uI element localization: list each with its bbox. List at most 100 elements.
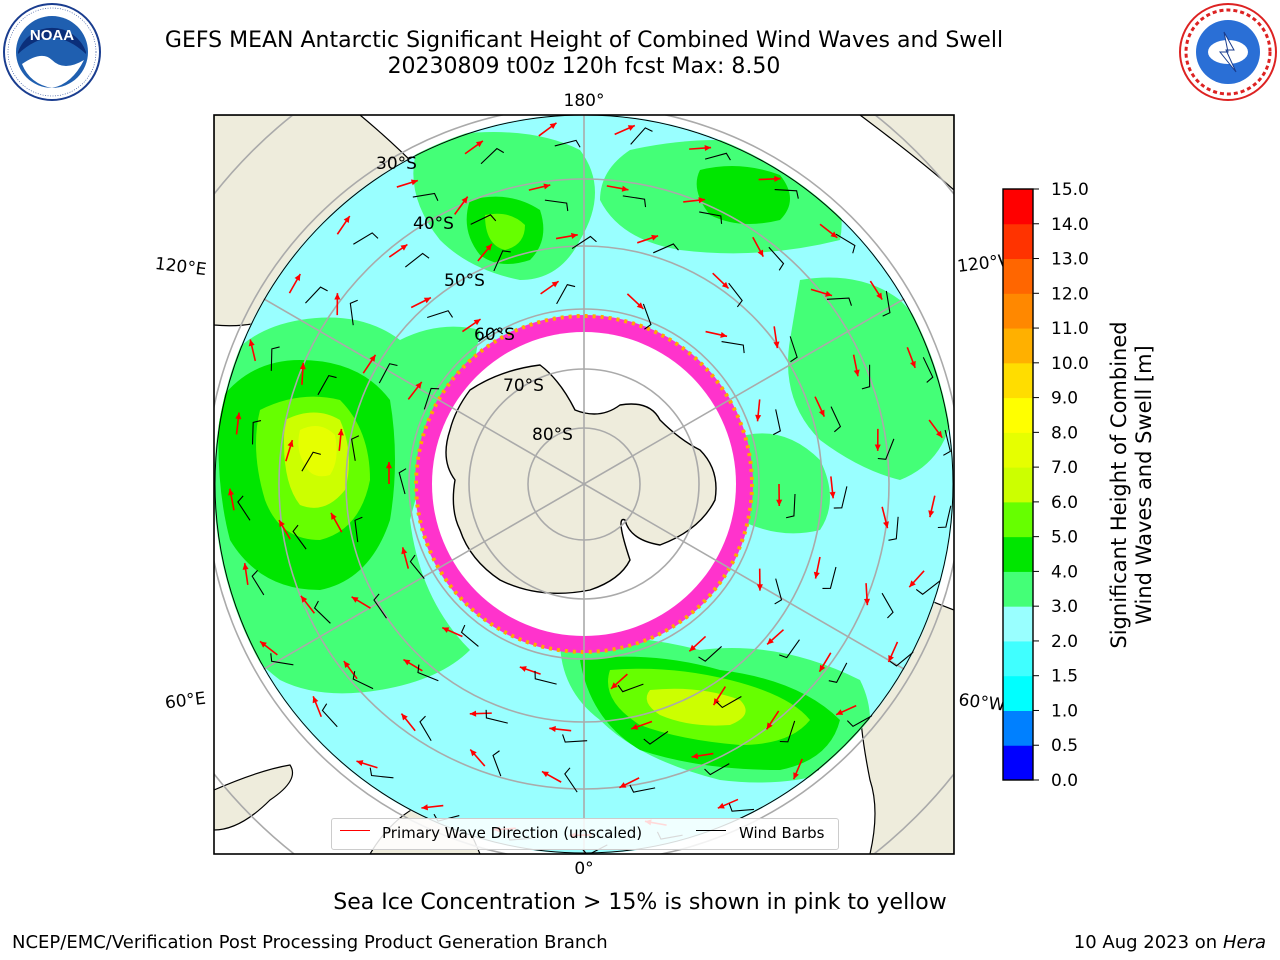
wave-arrowhead [776,499,783,506]
colorbar-bin [1003,675,1033,711]
wind-barb [728,282,743,308]
chart-title: GEFS MEAN Antarctic Significant Height o… [164,28,1004,53]
wave-arrowhead [766,722,773,730]
wave-arrowhead [421,804,429,811]
chart-subtitle: 20230809 t00z 120h fcst Max: 8.50 [387,54,781,79]
wind-barb [237,495,251,521]
wave-arrowhead [936,430,943,438]
wave-arrowhead [385,462,393,469]
wind-barb [877,438,895,460]
wind-barb [564,767,578,793]
wave-arrowhead [470,749,477,757]
colorbar-bin [1003,223,1033,260]
wind-barb [352,671,374,690]
colorbar-bin [1003,745,1033,781]
wave-arrowhead [874,444,881,451]
lat-label-80s: 80°S [532,425,573,445]
antarctica-land [445,364,717,594]
wind-barb [881,592,894,619]
wind-barb [480,147,505,165]
colorbar-bin [1003,467,1033,503]
wind-barb [470,214,497,225]
colorbar-bin [1003,501,1033,538]
wave-arrowhead [442,627,450,633]
wave-arrowhead [343,216,350,223]
wave-arrowhead [704,144,712,152]
wave-arrowhead [829,491,836,499]
wave-arrowhead [337,428,344,436]
wave-arrowhead [793,772,799,780]
colorbar-tick-label: 1.0 [1051,701,1078,721]
footer-date: 10 Aug 2023 on Hera [1074,932,1266,953]
wave-arrowhead [551,281,559,288]
map-panel [214,115,954,854]
wind-barb [321,703,338,728]
wind-barb [554,139,581,148]
wind-barb [544,199,569,212]
wave-arrowhead [610,682,618,689]
noaa-logo-text: NOAA [30,27,74,44]
wind-barb [409,554,425,579]
wave-arrowhead [853,369,860,377]
wind-barb [772,409,781,436]
wave-arrowhead [312,696,319,704]
wave-arrowhead [541,771,549,778]
wave-arrowhead [549,122,557,130]
wind-barb [571,235,597,250]
wind-barb [423,387,440,410]
colorbar-bin [1003,606,1033,642]
wave-arrowhead [627,125,635,131]
wave-direction-arrows [228,122,952,854]
wind-barb [301,451,321,472]
wind-barb [492,750,502,777]
wave-arrowhead [621,185,629,192]
wave-legend-swatch [340,830,370,831]
wave-arrowhead [928,510,935,518]
wave-arrowhead [813,571,820,579]
wave-arrowhead [400,244,408,251]
wave-arrowhead [819,664,826,672]
wave-arrowhead [473,319,481,326]
colorbar-tick-label: 1.5 [1051,667,1078,687]
wind-barb [534,670,557,685]
wave-arrowhead [818,409,825,417]
colorbar-tick-label: 3.0 [1051,597,1078,617]
lat-label-40s: 40°S [413,214,454,234]
wind-legend-label: Wind Barbs [739,824,825,842]
wave-arrowhead [259,641,267,648]
wind-barb [478,328,503,342]
wave-arrowhead [755,414,762,422]
wind-barb [493,250,511,272]
wind-barb [888,516,899,541]
wind-barb [419,715,432,742]
wave-arrowhead [549,725,556,732]
sea-ice-caption: Sea Ice Concentration > 15% is shown in … [333,890,947,915]
wind-barb [373,593,387,619]
wind-barb [353,232,379,245]
wind-barb [698,646,722,662]
wind-barb [270,346,280,371]
wave-arrowhead [403,659,411,666]
wind-barb [830,406,842,433]
colorbar-bin [1003,258,1033,294]
footer-machine: Hera [1222,932,1266,953]
wind-barb [485,709,508,724]
colorbar-tick-label: 0.0 [1051,771,1078,791]
wind-barb [427,310,454,319]
wave-arrowhead [401,547,408,555]
lat-label-30s: 30°S [376,154,417,174]
wind-barb [716,696,742,709]
wave-arrowhead [334,293,341,300]
wave-arrowhead [248,339,255,347]
colorbar-bin [1003,571,1033,607]
wind-barb [922,357,934,383]
wave-arrowhead [888,655,894,663]
lon-label-120e: 120°E [154,254,208,280]
wave-arrowhead [299,362,306,370]
lon-label-0: 0° [574,859,593,879]
wave-arrowhead [910,360,916,368]
wave-arrowhead [369,354,376,362]
wind-barb [404,252,430,268]
wave-arrowhead [519,666,527,672]
wind-barb [889,651,914,667]
